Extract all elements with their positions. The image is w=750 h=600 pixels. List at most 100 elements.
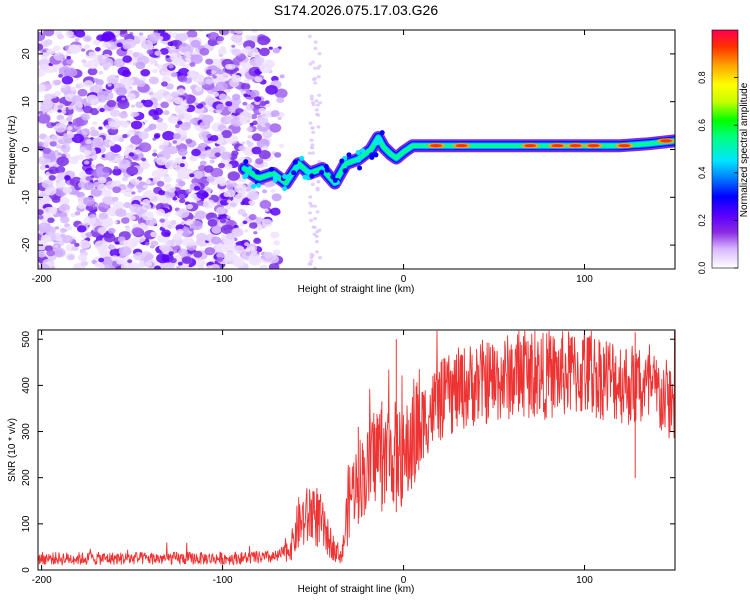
- spectrogram-noise-blob: [68, 44, 80, 54]
- spectrogram-noise-blob: [138, 53, 144, 57]
- spectrogram-noise-blob: [225, 233, 235, 240]
- spectrogram-noise-blob: [83, 44, 91, 50]
- spectrogram-noise-blob: [99, 107, 105, 113]
- spectrogram-signal-blob: [243, 159, 249, 165]
- spectrogram-noise-blob: [170, 91, 179, 98]
- spectrogram-noise-blob: [312, 232, 317, 236]
- spectrogram-signal-blob: [294, 165, 300, 171]
- spectrogram-noise-blob: [177, 261, 183, 266]
- spectrogram-noise-blob: [131, 227, 143, 236]
- spectrogram-noise-blob: [190, 54, 203, 64]
- spectrogram-noise-blob: [181, 156, 187, 160]
- spectrogram-noise-blob: [217, 69, 225, 75]
- spectrogram-noise-blob: [97, 226, 107, 235]
- spectrogram-noise-blob: [249, 222, 258, 229]
- spectrogram-noise-blob: [175, 211, 180, 216]
- spectrogram-noise-blob: [98, 126, 103, 130]
- spectrogram-noise-blob: [85, 176, 92, 181]
- spectrogram-noise-blob: [186, 30, 198, 39]
- spectrogram-noise-blob: [163, 203, 170, 208]
- spectrogram-noise-blob: [188, 189, 193, 193]
- spectrogram-noise-blob: [176, 109, 183, 115]
- spectrogram-noise-blob: [117, 99, 130, 110]
- spectrogram-peak-core: [659, 139, 672, 143]
- spectrogram-noise-blob: [185, 138, 193, 144]
- spectrogram-noise-blob: [273, 249, 281, 256]
- spectrogram-noise-blob: [250, 249, 258, 255]
- spectrogram-noise-blob: [131, 191, 136, 195]
- spectrogram-noise-blob: [259, 264, 268, 269]
- spectrogram-noise-blob: [109, 109, 120, 117]
- spectrogram-noise-blob: [226, 184, 234, 191]
- spectrogram-noise-blob: [97, 176, 107, 184]
- colorbar-label: Normalized spectral amplitude: [739, 82, 750, 217]
- spectrogram-noise-blob: [191, 148, 201, 157]
- spectrogram-signal-blob: [302, 174, 308, 180]
- spectrogram-noise-blob: [231, 44, 236, 48]
- spectrogram-noise-blob: [170, 52, 177, 58]
- spectrogram-noise-blob: [308, 195, 313, 199]
- spectrogram-noise-blob: [38, 263, 50, 269]
- spectrogram-ytick-label: 10: [21, 96, 32, 108]
- spectrogram-noise-blob: [254, 96, 262, 102]
- spectrogram-signal-track: [237, 130, 675, 192]
- spectrogram-noise-blob: [274, 152, 282, 158]
- spectrogram-peak-core: [430, 144, 443, 148]
- spectrogram-noise-blob: [63, 133, 68, 137]
- spectrogram-noise-blob: [150, 240, 159, 247]
- spectrogram-noise-blob: [104, 124, 112, 130]
- spectrogram-signal-blob: [272, 175, 278, 181]
- spectrogram-noise-blob: [38, 250, 46, 258]
- spectrogram-noise-blob: [38, 176, 44, 182]
- spectrogram-noise-blob: [125, 187, 131, 192]
- spectrogram-noise-blob: [176, 208, 190, 219]
- spectrogram-noise-blob: [40, 52, 50, 60]
- spectrogram-noise-blob: [159, 218, 166, 223]
- spectrogram-noise-blob: [40, 63, 49, 71]
- spectrogram-noise-blob: [49, 141, 57, 147]
- spectrogram-noise-blob: [217, 162, 226, 169]
- spectrogram-noise-blob: [138, 131, 149, 140]
- colorbar-tick-label: 0.4: [697, 167, 707, 180]
- spectrogram-noise-blob: [216, 257, 224, 263]
- spectrogram-noise-blob: [270, 231, 280, 239]
- spectrogram-noise-blob: [317, 52, 322, 56]
- spectrogram-noise-blob: [240, 82, 251, 91]
- spectrogram-noise-blob: [277, 116, 282, 121]
- spectrogram-peak-core: [524, 144, 537, 148]
- spectrogram-noise-blob: [172, 57, 184, 66]
- spectrogram-noise-blob: [59, 118, 67, 125]
- spectrogram-noise-blob: [210, 70, 216, 74]
- spectrogram-noise-blob: [154, 50, 162, 56]
- spectrogram-noise-blob: [70, 86, 77, 92]
- spectrogram-noise-blob: [116, 42, 123, 48]
- spectrogram-noise-blob: [128, 144, 134, 149]
- spectrogram-signal-blob: [368, 152, 374, 158]
- spectrogram-noise-blob: [83, 149, 92, 156]
- spectrogram-noise-blob: [46, 48, 56, 55]
- spectrogram-noise-blob: [279, 74, 285, 79]
- spectrogram-noise-blob: [51, 135, 59, 141]
- spectrogram-noise-blob: [98, 202, 106, 208]
- spectrogram-noise-blob: [258, 107, 267, 114]
- spectrogram-noise-blob: [38, 215, 44, 220]
- spectrogram-noise-blob: [115, 241, 119, 245]
- spectrogram-noise-blob: [264, 122, 271, 128]
- spectrogram-noise-blob: [77, 88, 88, 97]
- spectrogram-noise-blob: [194, 210, 206, 219]
- spectrogram-noise-blob: [112, 168, 122, 176]
- spectrogram-noise-blob: [190, 220, 203, 231]
- spectrogram-noise-blob: [205, 58, 214, 65]
- spectrogram-noise-blob: [243, 93, 248, 97]
- spectrogram-noise-blob: [245, 103, 255, 111]
- spectrogram-noise-blob: [307, 211, 312, 215]
- spectrogram-noise-blob: [61, 110, 67, 114]
- spectrogram-peak-core: [455, 144, 468, 148]
- spectrogram-noise-blob: [59, 203, 71, 212]
- spectrogram-noise-blob: [314, 234, 319, 239]
- spectrogram-noise-blob: [172, 233, 183, 241]
- spectrogram-signal-blob: [360, 148, 366, 154]
- spectrogram-noise-blob: [113, 165, 119, 170]
- spectrogram-noise-blob: [223, 73, 230, 79]
- spectrogram-signal-blob: [339, 158, 345, 164]
